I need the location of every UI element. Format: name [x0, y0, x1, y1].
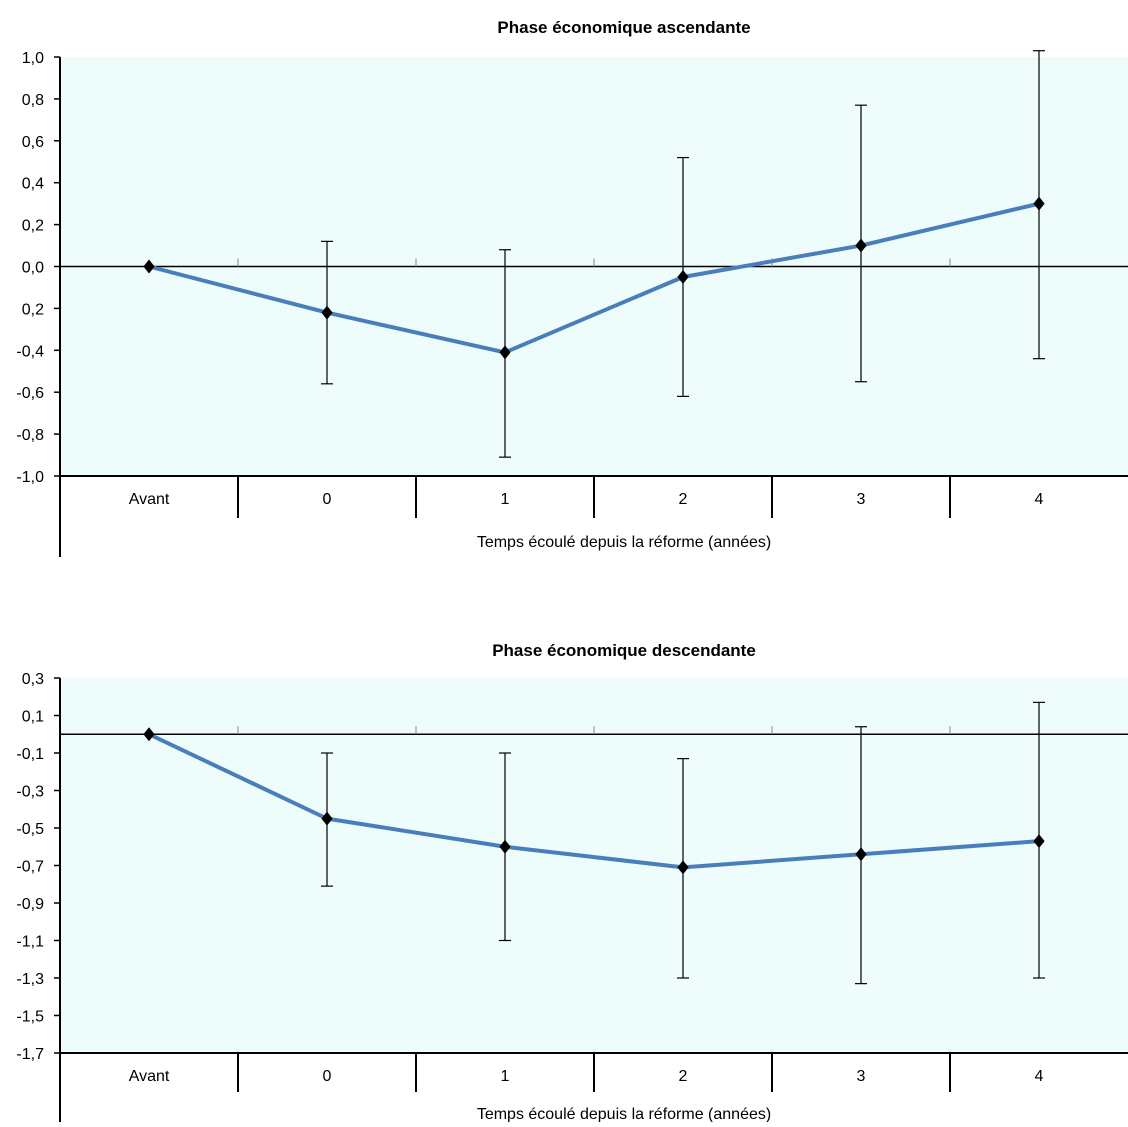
- data-point: [499, 345, 511, 360]
- y-tick-label: 0,6: [22, 134, 44, 151]
- x-tick-label: 0: [323, 491, 332, 508]
- x-tick-label: 4: [1035, 1068, 1044, 1085]
- y-tick-label: 0,2: [22, 301, 44, 318]
- x-tick-label: 3: [857, 1068, 866, 1085]
- x-tick-label: 2: [679, 1068, 688, 1085]
- x-tick-label: 2: [679, 491, 688, 508]
- y-tick-label: 0,0: [22, 260, 44, 277]
- y-tick-label: -0,9: [16, 896, 44, 913]
- x-tick-label: 0: [323, 1068, 332, 1085]
- y-tick-label: -0,5: [16, 821, 44, 838]
- y-tick-label: 1,0: [22, 50, 44, 67]
- y-tick-label: -1,5: [16, 1009, 44, 1026]
- y-tick-label: -0,6: [16, 385, 44, 402]
- y-tick-label: -1,0: [16, 469, 44, 486]
- plot-area: [60, 678, 1128, 1053]
- data-point: [1033, 834, 1045, 849]
- x-tick-label: 1: [501, 491, 510, 508]
- data-point: [677, 269, 689, 284]
- y-tick-label: 0,1: [22, 709, 44, 726]
- x-tick-label: Avant: [129, 491, 170, 508]
- data-point: [321, 811, 333, 826]
- x-axis-label: Temps écoulé depuis la réforme (années): [477, 1106, 771, 1122]
- chart-1: Phase économique ascendante 1,0 0,8 0,6 0,4 0…: [16, 18, 1128, 557]
- y-tick-label: -0,7: [16, 859, 44, 876]
- data-point: [855, 238, 867, 253]
- series-line: [148, 201, 1040, 355]
- y-tick-label: 0,2: [22, 218, 44, 235]
- y-tick-label: -0,3: [16, 784, 44, 801]
- y-tick-label: 0,3: [22, 671, 44, 688]
- data-point: [855, 847, 867, 862]
- y-tick-label: -0,4: [16, 343, 44, 360]
- data-point: [499, 839, 511, 854]
- y-tick-label: -1,1: [16, 934, 44, 951]
- y-tick-label: 0,8: [22, 92, 44, 109]
- y-tick-label: 0,4: [22, 176, 44, 193]
- data-point: [677, 860, 689, 875]
- data-point: [143, 259, 155, 274]
- x-tick-label: 4: [1035, 491, 1044, 508]
- series-line: [148, 732, 1040, 870]
- chart-2: Phase économique descendante 0,3 0,1 -0,1 -0…: [16, 641, 1128, 1123]
- data-point: [143, 727, 155, 742]
- x-tick-label: 3: [857, 491, 866, 508]
- x-tick-label: 1: [501, 1068, 510, 1085]
- y-tick-label: -1,7: [16, 1046, 44, 1063]
- chart-title: Phase économique descendante: [492, 641, 756, 660]
- y-tick-label: -0,8: [16, 427, 44, 444]
- x-tick-label: Avant: [129, 1068, 170, 1085]
- y-tick-label: -1,3: [16, 971, 44, 988]
- data-point: [321, 305, 333, 320]
- y-tick-label: -0,1: [16, 746, 44, 763]
- x-axis-label: Temps écoulé depuis la réforme (années): [477, 534, 771, 551]
- chart-title: Phase économique ascendante: [497, 18, 750, 37]
- data-point: [1033, 196, 1045, 211]
